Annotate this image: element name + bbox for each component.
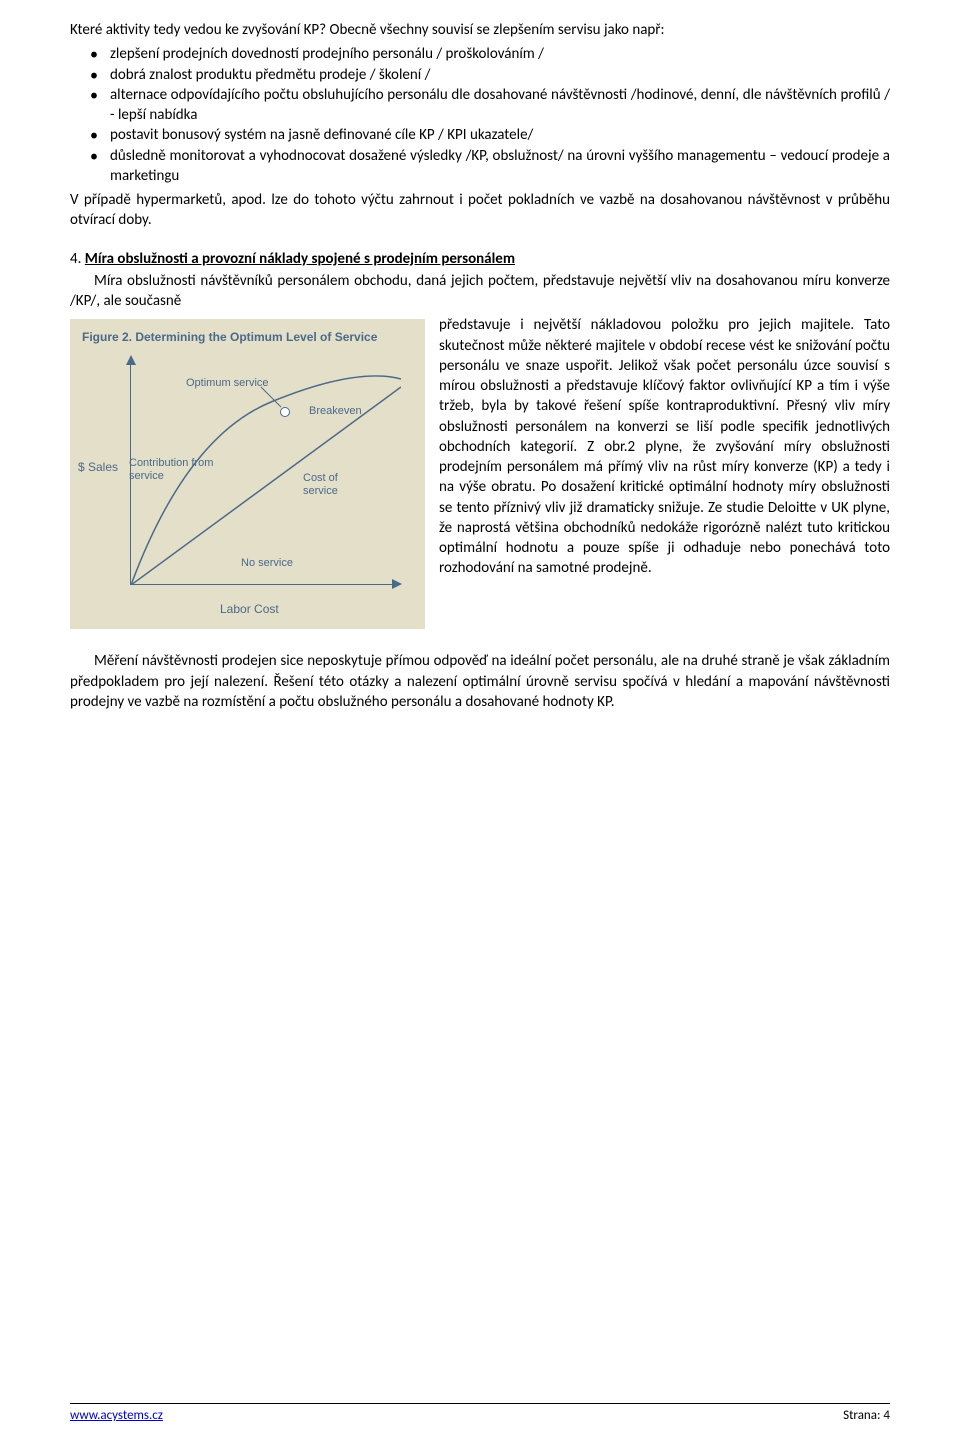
figure-plot-area: Optimum service Contribution fromservice… (130, 357, 400, 585)
list-item: zlepšení prodejních dovedností prodejníh… (110, 44, 890, 64)
section4-para2: Měření návštěvnosti prodejen sice neposk… (70, 651, 890, 712)
section4-para1: Míra obslužnosti návštěvníků personálem … (70, 271, 890, 312)
x-axis-arrow-icon (392, 579, 402, 589)
section-4-heading: 4. Míra obslužnosti a provozní náklady s… (70, 249, 890, 269)
label-breakeven: Breakeven (309, 405, 362, 418)
footer-url[interactable]: www.acystems.cz (70, 1407, 163, 1425)
list-item: postavit bonusový systém na jasně defino… (110, 125, 890, 145)
section4-para1-lead: Míra obslužnosti návštěvníků personálem … (70, 272, 890, 310)
list-item: dobrá znalost produktu předmětu prodeje … (110, 65, 890, 85)
label-noservice: No service (241, 557, 293, 570)
label-cost: Cost ofservice (303, 472, 338, 497)
intro-bullets: zlepšení prodejních dovedností prodejníh… (70, 44, 890, 186)
y-axis-arrow-icon (126, 355, 136, 365)
list-item: alternace odpovídajícího počtu obsluhují… (110, 85, 890, 126)
section4-para2-text: Měření návštěvnosti prodejen sice neposk… (70, 652, 890, 711)
figure-title: Figure 2. Determining the Optimum Level … (70, 319, 425, 351)
page-footer: www.acystems.cz Strana: 4 (70, 1403, 890, 1425)
intro-tail: V případě hypermarketů, apod. lze do toh… (70, 190, 890, 231)
label-optimum: Optimum service (186, 377, 269, 390)
section-number: 4. (70, 250, 81, 268)
figure-2: Figure 2. Determining the Optimum Level … (70, 319, 425, 629)
list-item: důsledně monitorovat a vyhodnocovat dosa… (110, 146, 890, 187)
label-contribution: Contribution fromservice (129, 457, 213, 482)
breakeven-dot-icon (280, 407, 290, 417)
section-title: Míra obslužnosti a provozní náklady spoj… (85, 250, 515, 268)
intro-lead: Které aktivity tedy vedou ke zvyšování K… (70, 20, 890, 40)
footer-page: Strana: 4 (843, 1407, 890, 1425)
figure-ylabel: $ Sales (78, 459, 118, 475)
figure-xlabel: Labor Cost (220, 601, 279, 617)
